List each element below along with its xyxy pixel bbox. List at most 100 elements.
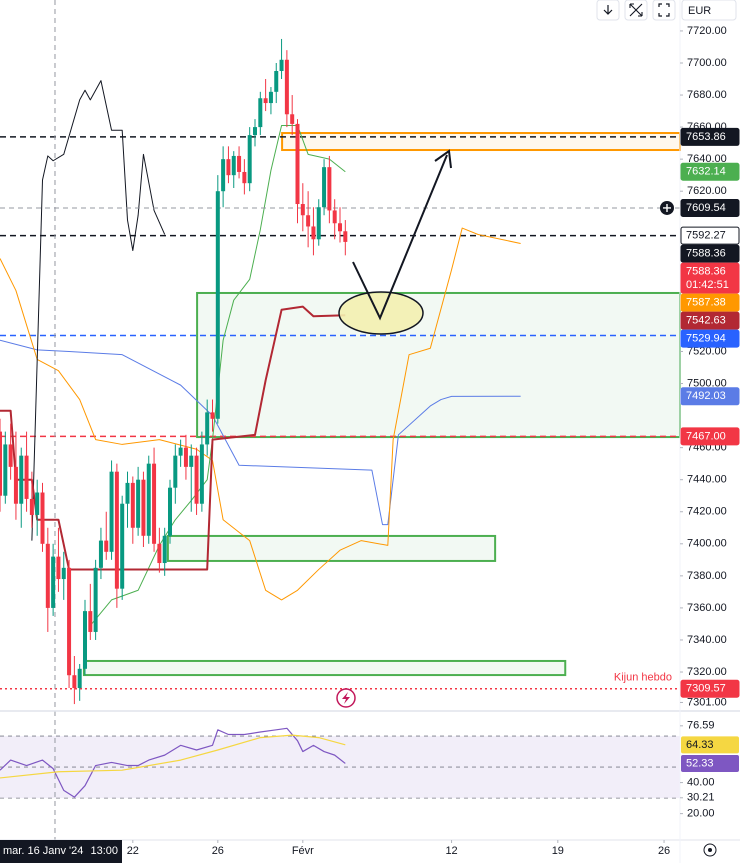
- event-icon-bolt: [342, 692, 350, 704]
- osc-label-box: [681, 736, 739, 754]
- y-tick-label: 7640.00: [687, 153, 727, 165]
- candle-body: [343, 231, 348, 242]
- candle-body: [205, 412, 210, 445]
- x-tick-label: Févr: [292, 845, 314, 857]
- indicator-line: [0, 227, 521, 601]
- price-label-box: [680, 226, 740, 245]
- candle-body: [221, 159, 226, 192]
- price-label-box: [680, 198, 740, 217]
- fullscreen-button[interactable]: [652, 0, 676, 21]
- candle-body: [40, 492, 45, 544]
- candle-body: [215, 191, 220, 419]
- price-label: 7542.63: [686, 315, 726, 327]
- settings-icon-dot: [708, 848, 712, 852]
- indicator-line: [0, 734, 346, 779]
- price-label: 7588.36: [686, 266, 726, 278]
- price-label-box: [680, 162, 740, 181]
- candle-body: [19, 455, 24, 504]
- candle-body: [83, 611, 87, 669]
- price-label-box: [680, 311, 740, 330]
- candle-body: [120, 503, 125, 589]
- candle-body: [253, 127, 257, 136]
- osc-label: 52.33: [686, 757, 714, 769]
- candle-body: [72, 675, 77, 689]
- arrow-path: [352, 154, 448, 321]
- price-label-box: [680, 262, 740, 294]
- candle-body: [93, 567, 98, 632]
- candle-body: [242, 171, 247, 184]
- candle-body: [0, 431, 2, 496]
- x-tick-label: 22: [127, 845, 139, 857]
- candle-body: [210, 412, 215, 419]
- zone: [82, 659, 567, 677]
- candle-body: [226, 159, 231, 176]
- y-tick-label: 7720.00: [687, 25, 727, 37]
- price-label: 7309.57: [686, 683, 726, 695]
- candle-body: [29, 498, 34, 515]
- candle-body: [67, 567, 72, 676]
- candle-body: [295, 123, 300, 205]
- price-label: 7467.00: [686, 430, 726, 442]
- candle-body: [194, 455, 199, 504]
- candle-body: [332, 210, 337, 224]
- y-tick-label: 7680.00: [687, 89, 727, 101]
- currency-button[interactable]: [681, 0, 737, 21]
- candle-body: [130, 482, 135, 528]
- indicator-lines: [0, 0, 680, 840]
- candle-body: [322, 167, 327, 208]
- scroll-icon: [603, 5, 613, 15]
- fit-icon: [629, 3, 643, 17]
- settings-icon[interactable]: [703, 843, 717, 857]
- candle-body: [162, 535, 167, 564]
- x-tick-label: 12: [445, 845, 457, 857]
- candle-body: [8, 444, 13, 467]
- candle-body: [77, 668, 82, 689]
- y-tick-label: 20.00: [687, 808, 715, 820]
- y-tick-label: 7520.00: [687, 345, 727, 357]
- crosshair-add-icon: [663, 203, 671, 212]
- candle-body: [61, 567, 66, 580]
- price-label: 7592.27: [686, 230, 726, 242]
- x-tick-label: 26: [212, 845, 224, 857]
- candle-body: [141, 479, 146, 536]
- candle-body: [56, 556, 61, 580]
- candle-body: [327, 167, 332, 211]
- indicator-line: [0, 727, 346, 798]
- zone: [166, 534, 497, 562]
- y-tick-label: 7400.00: [687, 538, 727, 550]
- y-tick-label: 7420.00: [687, 506, 727, 518]
- candle-body: [178, 447, 183, 456]
- candle-body: [199, 444, 204, 504]
- price-label: 7632.14: [686, 166, 726, 178]
- currency-label: EUR: [688, 5, 711, 17]
- candle-body: [157, 543, 162, 564]
- x-tick-label: 19: [552, 845, 564, 857]
- y-tick-label: 7360.00: [687, 602, 727, 614]
- candle-body: [173, 455, 178, 488]
- crosshair-time-box: [0, 840, 122, 863]
- candle-body: [88, 611, 93, 632]
- candle-body: [183, 447, 188, 467]
- price-label-box: [680, 244, 740, 263]
- y-tick-label: 7620.00: [687, 185, 727, 197]
- candle-body: [231, 155, 236, 176]
- y-tick-label: 7500.00: [687, 377, 727, 389]
- candle-body: [125, 482, 130, 504]
- candle-body: [152, 463, 157, 544]
- candle-body: [104, 540, 109, 552]
- price-label-box: [680, 427, 740, 446]
- candle-body: [300, 204, 305, 216]
- candle-body: [290, 114, 295, 124]
- candle-body: [237, 155, 242, 172]
- crosshair-time: 13:00: [90, 845, 118, 857]
- candle-body: [13, 466, 18, 504]
- price-label: 7609.54: [686, 202, 726, 214]
- y-tick-label: 7301.00: [687, 696, 727, 708]
- osc-label-box: [681, 754, 739, 772]
- indicator-line: [0, 339, 521, 526]
- price-label: 7587.38: [686, 297, 726, 309]
- indicator-line: [31, 80, 166, 541]
